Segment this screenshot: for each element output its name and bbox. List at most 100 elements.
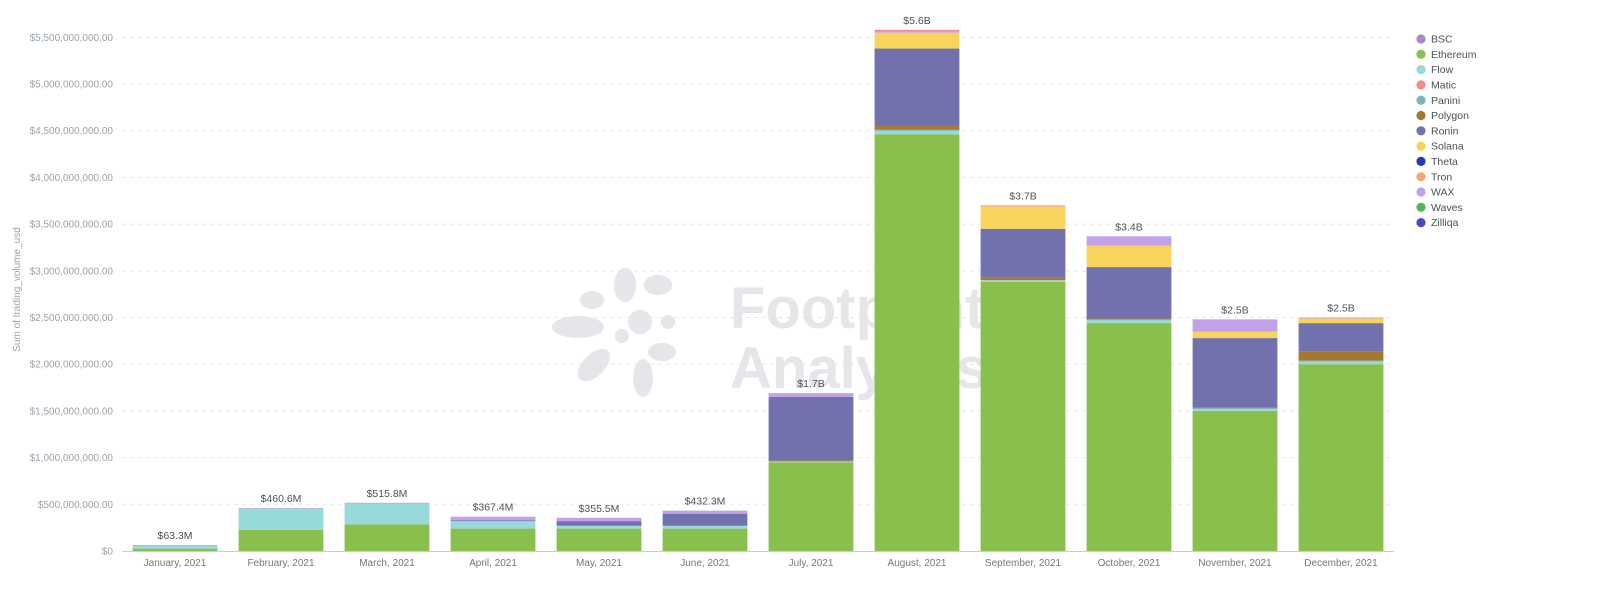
bar-total-label: $63.3M [157, 530, 192, 542]
legend-item-solana[interactable]: Solana [1416, 141, 1464, 153]
bar-segment-wax[interactable] [874, 31, 960, 33]
bar-segment-polygon[interactable] [1086, 318, 1172, 320]
bar-segment-ronin[interactable] [556, 521, 642, 526]
bar-segment-polygon[interactable] [1298, 351, 1384, 361]
bar-segment-ethereum[interactable] [874, 134, 960, 552]
legend-item-zilliqa[interactable]: Zilliqa [1416, 217, 1459, 229]
bar-segment-flow[interactable] [662, 525, 748, 529]
bar-segment-ethereum[interactable] [980, 282, 1066, 551]
bar-segment-panini[interactable] [1298, 360, 1384, 362]
legend-item-waves[interactable]: Waves [1416, 202, 1463, 214]
bar-segment-ethereum[interactable] [238, 529, 324, 551]
y-tick-label: $5,000,000,000.00 [30, 80, 114, 91]
bar-segment-flow[interactable] [238, 508, 324, 530]
bar-segment-ethereum[interactable] [132, 548, 218, 551]
x-tick-label: January, 2021 [144, 558, 207, 569]
bar-segment-ethereum[interactable] [662, 528, 748, 551]
bar-segment-ronin[interactable] [450, 520, 536, 522]
bar-segment-wax[interactable] [132, 545, 218, 546]
bar-segment-ethereum[interactable] [450, 528, 536, 551]
bar-segment-flow[interactable] [980, 280, 1066, 283]
legend-label: WAX [1431, 187, 1455, 199]
legend-label: Theta [1431, 156, 1458, 168]
x-tick-label: November, 2021 [1198, 558, 1272, 569]
bar-segment-ronin[interactable] [1192, 338, 1278, 408]
legend-item-theta[interactable]: Theta [1416, 156, 1458, 168]
bar-segment-ethereum[interactable] [556, 528, 642, 551]
bar-segment-flow[interactable] [344, 503, 430, 525]
y-tick-label: $1,500,000,000.00 [30, 406, 114, 417]
bar-segment-solana[interactable] [874, 32, 960, 49]
bar-segment-wax[interactable] [344, 502, 430, 504]
bar-segment-wax[interactable] [556, 517, 642, 522]
bar-segment-panini[interactable] [1086, 319, 1172, 321]
legend-swatch [1416, 65, 1426, 75]
bar-segment-panini[interactable] [1192, 408, 1278, 410]
bar-segment-ronin[interactable] [874, 48, 960, 127]
legend-item-polygon[interactable]: Polygon [1416, 110, 1469, 122]
bar-segment-flow[interactable] [1298, 361, 1384, 365]
bar-segment-flow[interactable] [556, 525, 642, 529]
bar-segment-flow[interactable] [1192, 409, 1278, 411]
legend-item-flow[interactable]: Flow [1416, 64, 1454, 76]
legend-label: Zilliqa [1431, 217, 1459, 229]
bar-segment-solana[interactable] [1192, 331, 1278, 339]
bar-segment-solana[interactable] [1298, 318, 1384, 324]
bar-segment-ronin[interactable] [662, 513, 748, 526]
bar-segment-wax[interactable] [238, 507, 324, 509]
legend-item-tron[interactable]: Tron [1416, 171, 1452, 183]
legend-item-ronin[interactable]: Ronin [1416, 125, 1459, 137]
legend-item-bsc[interactable]: BSC [1416, 34, 1453, 46]
bar-segment-wax[interactable] [768, 393, 854, 397]
legend-item-matic[interactable]: Matic [1416, 80, 1456, 92]
bar-segment-ronin[interactable] [1086, 267, 1172, 319]
bar-segment-wax[interactable] [450, 516, 536, 521]
legend-swatch [1416, 80, 1426, 90]
legend-label: Waves [1431, 202, 1463, 214]
bar-segment-flow[interactable] [132, 545, 218, 549]
bar-segment-ronin[interactable] [980, 228, 1066, 278]
bar-segment-panini[interactable] [874, 129, 960, 131]
bar-segment-matic[interactable] [980, 205, 1066, 207]
bar-segment-ronin[interactable] [1298, 323, 1384, 352]
legend-item-ethereum[interactable]: Ethereum [1416, 49, 1477, 61]
bar-segment-ethereum[interactable] [1086, 323, 1172, 551]
y-tick-label: $4,000,000,000.00 [30, 173, 114, 184]
bar-segment-ethereum[interactable] [1192, 410, 1278, 551]
bar-segment-polygon[interactable] [768, 460, 854, 462]
bar-total-label: $367.4M [473, 502, 514, 514]
grid-lines [122, 36, 1394, 505]
x-tick-label: May, 2021 [576, 558, 622, 569]
bar-segment-polygon[interactable] [1192, 407, 1278, 409]
bar-segment-ethereum[interactable] [1298, 364, 1384, 551]
bar-segment-flow[interactable] [874, 130, 960, 135]
bar-segment-solana[interactable] [980, 206, 1066, 229]
bar-segment-polygon[interactable] [874, 126, 960, 130]
bar-segment-flow[interactable] [450, 521, 536, 529]
bar-segment-wax[interactable] [1298, 317, 1384, 319]
bar-segment-solana[interactable] [1086, 245, 1172, 268]
bar-segment-wax[interactable] [662, 510, 748, 514]
bar-total-label: $1.7B [797, 378, 824, 390]
bar-segment-flow[interactable] [1086, 320, 1172, 324]
y-tick-label: $500,000,000.00 [38, 500, 114, 511]
legend-swatch [1416, 156, 1426, 166]
legend-swatch [1416, 218, 1426, 228]
watermark-logo-icon [552, 268, 676, 397]
y-tick-label: $1,000,000,000.00 [30, 453, 114, 464]
legend-label: Ronin [1431, 125, 1459, 137]
legend-item-wax[interactable]: WAX [1416, 187, 1455, 199]
legend-label: Matic [1431, 80, 1456, 92]
bar-total-label: $355.5M [579, 503, 620, 515]
bar-segment-ronin[interactable] [768, 396, 854, 461]
legend-item-panini[interactable]: Panini [1416, 95, 1460, 107]
bar-segment-polygon[interactable] [980, 277, 1066, 281]
bar-segment-wax[interactable] [1086, 236, 1172, 246]
bar-segment-ethereum[interactable] [344, 524, 430, 551]
bar-segment-matic[interactable] [874, 29, 960, 32]
bar-segment-wax[interactable] [1192, 319, 1278, 332]
x-tick-label: June, 2021 [680, 558, 730, 569]
x-tick-label: April, 2021 [469, 558, 517, 569]
bar-segment-flow[interactable] [768, 461, 854, 463]
bar-segment-ethereum[interactable] [768, 462, 854, 551]
